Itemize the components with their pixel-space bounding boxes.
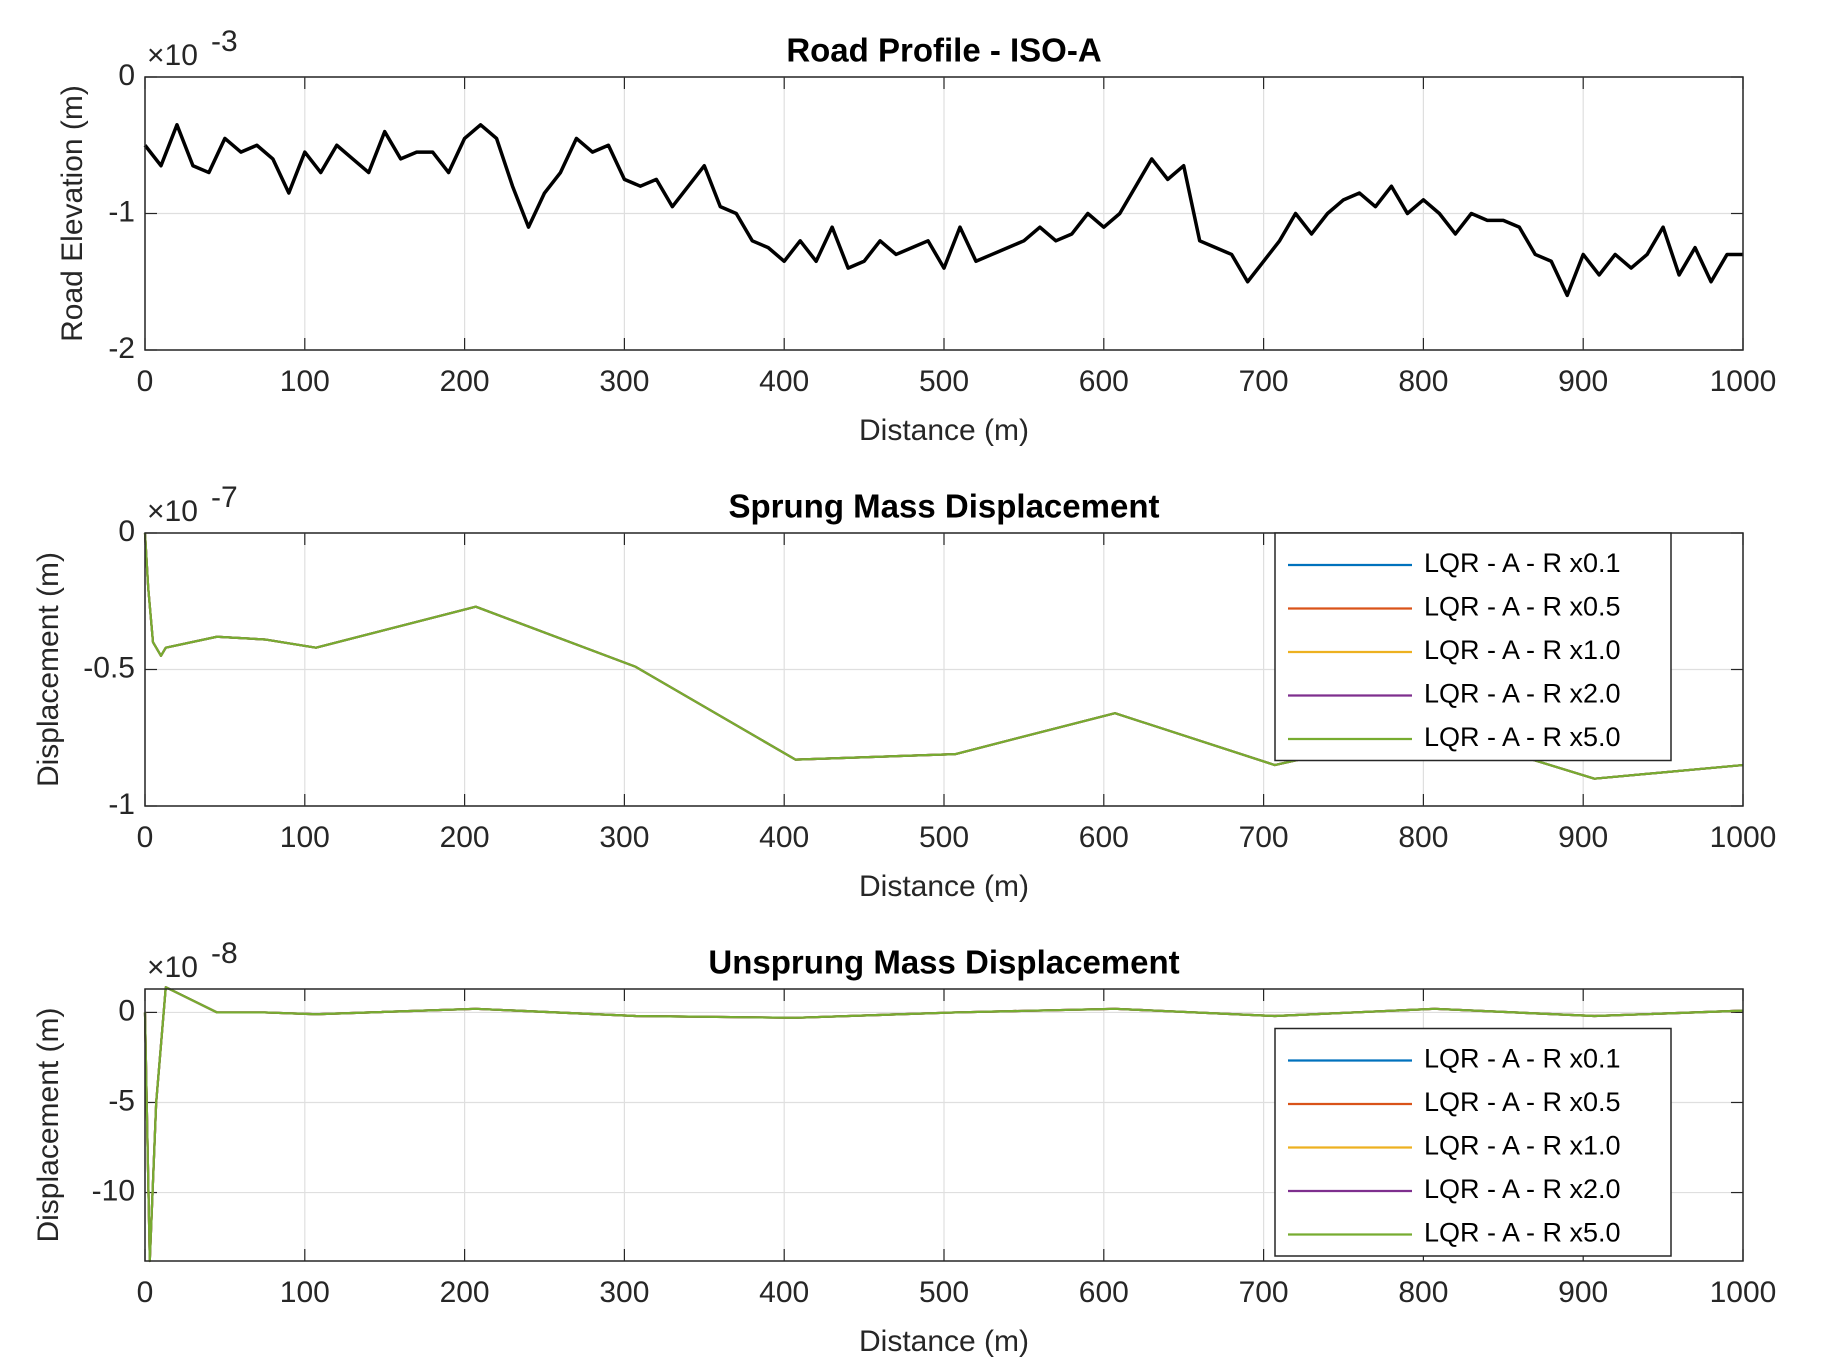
x-tick-label: 0 — [137, 365, 154, 398]
legend-label: LQR - A - R x0.5 — [1424, 592, 1621, 622]
legend-label: LQR - A - R x0.5 — [1424, 1087, 1621, 1117]
y-exponent: -3 — [211, 25, 238, 58]
x-tick-label: 1000 — [1710, 365, 1777, 398]
y-axis-label: Displacement (m) — [32, 1007, 65, 1242]
legend-box — [1274, 532, 1672, 762]
x-tick-label: 400 — [759, 821, 809, 854]
x-tick-label: 100 — [280, 365, 330, 398]
x-tick-label: 100 — [280, 1276, 330, 1309]
legend-label: LQR - A - R x2.0 — [1424, 679, 1621, 709]
legend-label: LQR - A - R x5.0 — [1424, 722, 1621, 752]
legend-label: LQR - A - R x1.0 — [1424, 635, 1621, 665]
x-tick-label: 800 — [1398, 821, 1448, 854]
y-axis-label: Displacement (m) — [32, 552, 65, 787]
y-axis-label: Road Elevation (m) — [56, 85, 89, 342]
x-tick-label: 700 — [1239, 365, 1289, 398]
x-tick-label: 1000 — [1710, 1276, 1777, 1309]
y-exponent-base: ×10 — [147, 951, 198, 984]
axes-box — [144, 988, 1744, 1262]
x-tick-label: 900 — [1558, 365, 1608, 398]
x-tick-label: 300 — [599, 365, 649, 398]
x-tick-label: 200 — [440, 1276, 490, 1309]
x-tick-label: 500 — [919, 821, 969, 854]
x-tick-label: 700 — [1239, 1276, 1289, 1309]
x-tick-label: 800 — [1398, 1276, 1448, 1309]
legend-label: LQR - A - R x0.1 — [1424, 1044, 1621, 1074]
x-axis-label: Distance (m) — [859, 414, 1029, 447]
y-tick-label: 0 — [118, 515, 135, 548]
y-tick-label: -2 — [108, 332, 135, 365]
data-line — [143, 123, 1743, 298]
legend-label: LQR - A - R x2.0 — [1424, 1174, 1621, 1204]
legend-label: LQR - A - R x5.0 — [1424, 1218, 1621, 1248]
y-tick-label: -1 — [108, 195, 135, 228]
chart-title: Road Profile - ISO-A — [786, 32, 1101, 69]
x-tick-label: 500 — [919, 365, 969, 398]
axes-box — [144, 532, 1744, 807]
y-exponent: -7 — [211, 481, 238, 514]
y-tick-label: 0 — [118, 994, 135, 1027]
y-tick-label: -0.5 — [83, 651, 135, 684]
x-tick-label: 1000 — [1710, 821, 1777, 854]
y-tick-label: -1 — [108, 788, 135, 821]
x-tick-label: 900 — [1558, 821, 1608, 854]
x-tick-label: 300 — [599, 821, 649, 854]
y-tick-label: -10 — [92, 1174, 135, 1207]
x-tick-label: 200 — [440, 365, 490, 398]
data-line — [143, 986, 1744, 1263]
chart-title: Unsprung Mass Displacement — [708, 944, 1179, 981]
x-tick-label: 800 — [1398, 365, 1448, 398]
x-tick-label: 600 — [1079, 821, 1129, 854]
x-tick-label: 100 — [280, 821, 330, 854]
y-tick-label: 0 — [118, 59, 135, 92]
y-exponent-base: ×10 — [147, 39, 198, 72]
x-axis-label: Distance (m) — [859, 1325, 1029, 1358]
x-tick-label: 900 — [1558, 1276, 1608, 1309]
y-exponent: -8 — [211, 937, 238, 970]
x-tick-label: 300 — [599, 1276, 649, 1309]
legend-label: LQR - A - R x0.1 — [1424, 548, 1621, 578]
x-tick-label: 0 — [137, 821, 154, 854]
x-tick-label: 200 — [440, 821, 490, 854]
x-tick-label: 600 — [1079, 1276, 1129, 1309]
x-tick-label: 400 — [759, 365, 809, 398]
x-tick-label: 0 — [137, 1276, 154, 1309]
x-tick-label: 400 — [759, 1276, 809, 1309]
chart-title: Sprung Mass Displacement — [729, 488, 1160, 525]
axes-box — [144, 76, 1744, 351]
x-axis-label: Distance (m) — [859, 870, 1029, 903]
y-tick-label: -5 — [108, 1084, 135, 1117]
x-tick-label: 600 — [1079, 365, 1129, 398]
x-tick-label: 700 — [1239, 821, 1289, 854]
legend-box — [1274, 1027, 1672, 1257]
y-exponent-base: ×10 — [147, 495, 198, 528]
legend-label: LQR - A - R x1.0 — [1424, 1131, 1621, 1161]
x-tick-label: 500 — [919, 1276, 969, 1309]
